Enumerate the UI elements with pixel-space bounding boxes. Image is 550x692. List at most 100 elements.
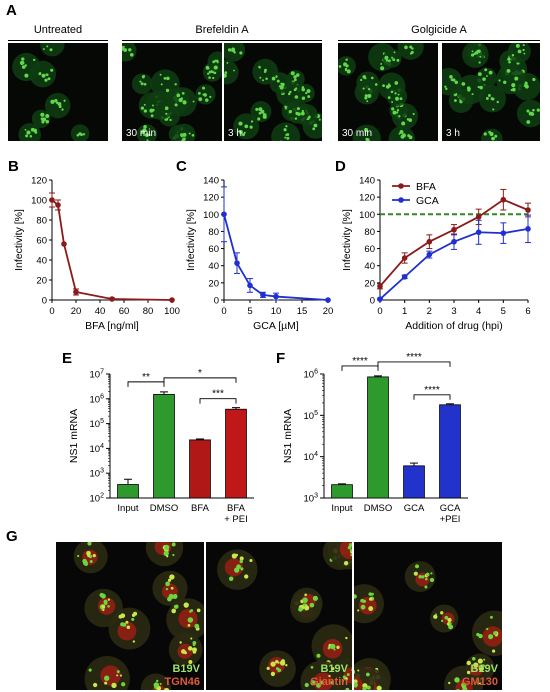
legend-label-bfa: BFA: [416, 181, 436, 193]
data-point: [55, 202, 61, 208]
micrograph-giantin: B19V Giantin: [206, 542, 352, 690]
y-tick-label: 60: [36, 236, 47, 247]
x-tick-label: 3: [451, 306, 456, 317]
y-axis-label: Infectivity [%]: [13, 209, 25, 271]
time-label-bfa-3h: 3 h: [228, 128, 242, 139]
x-tick-label: 5: [501, 306, 506, 317]
category-label: GCA: [404, 503, 425, 514]
y-tick-label: 80: [208, 227, 219, 238]
series-line: [223, 214, 329, 301]
data-point: [401, 255, 408, 261]
x-tick-label: 40: [95, 306, 106, 317]
legend-label-gca: GCA: [416, 195, 439, 207]
group-underline-golgicide: [338, 40, 540, 41]
y-tick-label: 102: [90, 493, 105, 505]
data-point: [234, 260, 240, 266]
significance-label: ***: [212, 389, 224, 400]
x-tick-label: 20: [71, 306, 82, 317]
y-tick-label: 104: [304, 451, 319, 463]
y-tick-label: 120: [31, 176, 47, 187]
series-line: [51, 199, 173, 301]
y-tick-label: 106: [90, 393, 105, 405]
y-tick-label: 120: [203, 193, 219, 204]
red-label-giantin: Giantin: [310, 676, 348, 688]
data-point: [475, 214, 482, 220]
category-label: GCA: [440, 503, 461, 514]
category-label: BFA: [227, 503, 246, 514]
bar-3: [225, 408, 247, 499]
x-tick-label: 100: [164, 306, 180, 317]
category-label: +PEI: [440, 514, 461, 525]
y-tick-label: 140: [203, 176, 219, 187]
x-tick-label: 10: [271, 306, 282, 317]
y-axis-label: NS1 mRNA: [282, 409, 294, 463]
bar-1: [367, 376, 389, 499]
significance-bracket: [413, 394, 451, 400]
data-point: [49, 197, 55, 203]
micrograph-gm130: B19V GM130: [354, 542, 502, 690]
group-label-untreated: Untreated: [33, 24, 83, 36]
y-axis-label: Infectivity [%]: [341, 209, 353, 271]
data-point: [247, 282, 253, 289]
category-label: Input: [331, 503, 352, 514]
group-label-golgicide: Golgicide A: [411, 24, 467, 36]
significance-bracket: [341, 365, 379, 371]
y-tick-label: 105: [304, 410, 319, 422]
x-axis-label: GCA [µM]: [253, 320, 299, 332]
time-label-gca-30min: 30 min: [342, 128, 373, 139]
y-tick-label: 106: [304, 369, 319, 381]
y-tick-label: 100: [359, 210, 375, 221]
x-axis-label: Addition of drug (hpi): [405, 320, 502, 332]
significance-bracket: [127, 381, 165, 387]
panel-a-letter: A: [6, 2, 17, 19]
group-underline-untreated: [8, 40, 108, 41]
data-point: [401, 274, 408, 280]
x-tick-label: 80: [143, 306, 154, 317]
category-label: Input: [117, 503, 138, 514]
bar-1: [153, 394, 175, 499]
y-tick-label: 100: [31, 196, 47, 207]
bar-2: [403, 465, 425, 499]
significance-label: **: [142, 372, 150, 383]
chart-c-gca-dose: 0 20 40 60 80 100 120 140 0 5 10 15 20 GCA [µM] Infect…: [185, 176, 333, 333]
bar-3: [439, 404, 461, 499]
group-label-brefeldin: Brefeldin A: [195, 24, 249, 36]
y-tick-label: 80: [36, 216, 47, 227]
y-tick-label: 120: [359, 193, 375, 204]
data-point: [377, 283, 383, 290]
bar-0: [331, 484, 353, 499]
y-axis-label: Infectivity [%]: [185, 209, 197, 271]
micrograph-bfa-3h: 3 h: [224, 43, 322, 141]
y-tick-label: 105: [90, 418, 105, 430]
legend-marker-bfa: [398, 183, 404, 189]
chart-b-bfa-dose: 0 20 40 60 80 100 120 0 20 40 60 80 100 BFA [ng/ml] In…: [13, 176, 180, 333]
panel-g-letter: G: [6, 528, 18, 545]
bar-0: [117, 484, 139, 499]
y-tick-label: 103: [90, 468, 105, 480]
x-tick-label: 5: [247, 306, 252, 317]
panel-d-letter: D: [335, 158, 346, 175]
red-label-gm130: GM130: [461, 676, 498, 688]
category-label: + PEI: [224, 514, 248, 525]
x-tick-label: 60: [119, 306, 130, 317]
y-tick-label: 103: [304, 493, 319, 505]
x-tick-label: 15: [297, 306, 308, 317]
data-point: [377, 296, 383, 302]
data-point: [109, 296, 115, 302]
data-point: [525, 226, 531, 232]
micrograph-gca-30min: 30 min: [338, 43, 438, 141]
category-label: DMSO: [364, 503, 393, 514]
x-tick-label: 0: [49, 306, 54, 317]
category-label: DMSO: [150, 503, 179, 514]
x-tick-label: 0: [221, 306, 226, 317]
significance-bracket: [377, 361, 451, 367]
micrograph-untreated: [8, 43, 108, 141]
significance-label: ****: [352, 356, 368, 367]
panel-e-letter: E: [62, 350, 73, 367]
data-point: [426, 238, 433, 245]
y-tick-label: 20: [364, 278, 375, 289]
green-label-b19v-2: B19V: [320, 663, 348, 675]
chart-d-time-of-addition: 0 20 40 60 80 100 120 140 0 1 2 3 4 5 6 Addition of dru…: [341, 176, 531, 332]
significance-bracket: [199, 398, 237, 404]
data-point: [325, 297, 331, 303]
